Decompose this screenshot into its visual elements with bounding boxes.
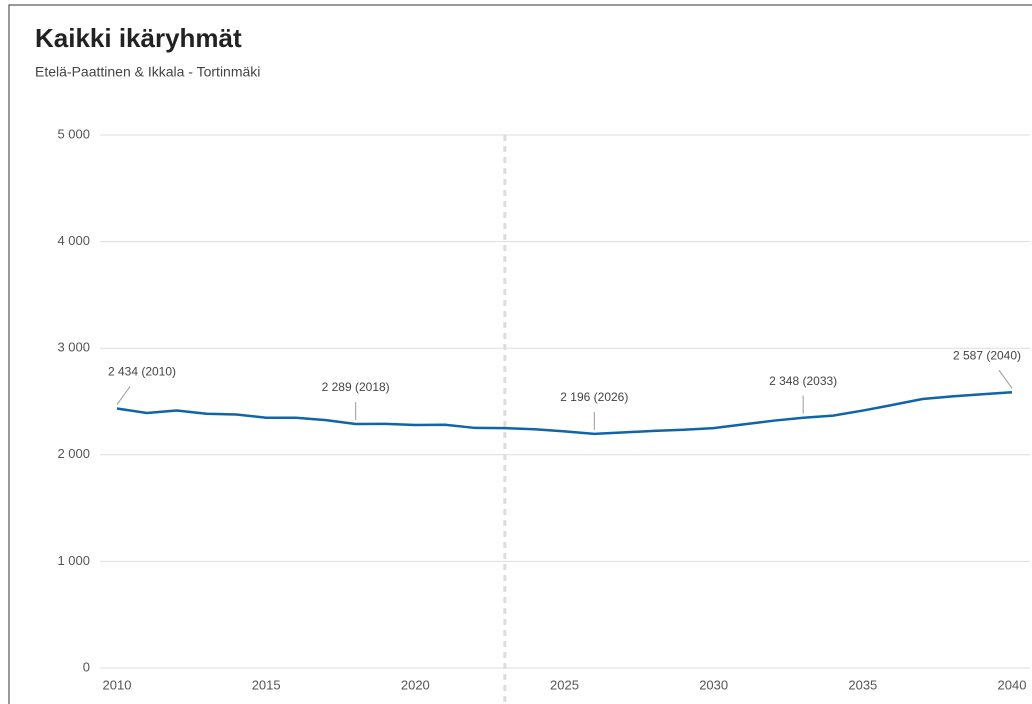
x-tick-label: 2035 — [848, 677, 877, 692]
data-label: 2 289 (2018) — [322, 380, 390, 394]
chart-title: Kaikki ikäryhmät — [35, 23, 242, 53]
data-label: 2 196 (2026) — [560, 390, 628, 404]
x-tick-label: 2040 — [998, 677, 1027, 692]
y-tick-label: 3 000 — [57, 340, 90, 355]
chart-subtitle: Etelä-Paattinen & Ikkala - Tortinmäki — [35, 64, 260, 80]
x-tick-label: 2015 — [252, 677, 281, 692]
line — [116, 390, 1013, 436]
x-tick-label: 2020 — [401, 677, 430, 692]
x-tick-label: 2030 — [699, 677, 728, 692]
label-leader — [998, 369, 1013, 389]
y-tick-label: 0 — [83, 659, 90, 674]
data-label: 2 587 (2040) — [953, 348, 1021, 362]
label-leader — [116, 386, 131, 405]
y-tick-label: 2 000 — [57, 446, 90, 461]
data-label: 2 348 (2033) — [769, 374, 837, 388]
data-label: 2 434 (2010) — [108, 365, 176, 379]
x-tick-label: 2010 — [103, 677, 132, 692]
frame — [8, 4, 1032, 704]
y-tick-label: 4 000 — [57, 233, 90, 248]
y-tick-label: 5 000 — [57, 126, 90, 141]
x-tick-label: 2025 — [550, 677, 579, 692]
y-tick-label: 1 000 — [57, 553, 90, 568]
